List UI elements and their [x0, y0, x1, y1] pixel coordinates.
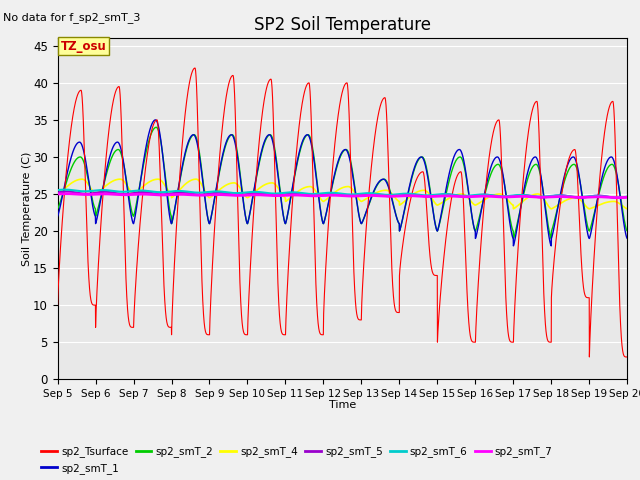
sp2_smT_5	[213, 190, 221, 195]
sp2_smT_7	[63, 191, 70, 196]
sp2_smT_1	[54, 213, 61, 219]
sp2_smT_6	[612, 195, 620, 201]
sp2_Tsurface	[54, 302, 61, 308]
sp2_Tsurface	[398, 246, 406, 252]
sp2_smT_7	[213, 192, 221, 197]
sp2_smT_5	[614, 195, 622, 201]
sp2_smT_6	[398, 191, 406, 197]
Text: No data for f_sp2_smT_3: No data for f_sp2_smT_3	[3, 12, 141, 23]
sp2_smT_5	[398, 192, 406, 198]
sp2_smT_1	[408, 172, 416, 178]
sp2_smT_1	[570, 154, 577, 160]
sp2_smT_4	[78, 176, 86, 182]
sp2_smT_6	[176, 188, 184, 194]
Line: sp2_smT_2: sp2_smT_2	[58, 127, 627, 239]
sp2_smT_4	[623, 206, 631, 212]
sp2_smT_4	[623, 206, 631, 212]
Line: sp2_smT_4: sp2_smT_4	[58, 179, 627, 209]
sp2_smT_2	[152, 124, 160, 130]
sp2_smT_2	[570, 162, 577, 168]
sp2_smT_6	[54, 187, 61, 193]
sp2_smT_1	[623, 236, 631, 241]
sp2_Tsurface	[623, 354, 631, 360]
sp2_Tsurface	[623, 354, 631, 360]
sp2_smT_5	[176, 190, 184, 195]
sp2_smT_2	[509, 236, 517, 241]
sp2_smT_4	[176, 187, 184, 192]
Y-axis label: Soil Temperature (C): Soil Temperature (C)	[22, 152, 31, 266]
sp2_smT_5	[54, 190, 61, 195]
sp2_smT_6	[408, 191, 416, 197]
sp2_smT_2	[623, 228, 631, 234]
sp2_smT_7	[623, 194, 631, 200]
sp2_smT_6	[61, 187, 68, 192]
sp2_smT_1	[213, 182, 221, 188]
sp2_smT_1	[623, 235, 631, 241]
sp2_Tsurface	[408, 190, 416, 196]
sp2_smT_2	[213, 184, 221, 190]
sp2_smT_2	[398, 218, 406, 224]
sp2_smT_2	[408, 174, 416, 180]
sp2_Tsurface	[570, 147, 577, 153]
sp2_smT_6	[623, 194, 631, 200]
sp2_smT_6	[623, 194, 631, 200]
sp2_smT_4	[398, 201, 406, 206]
sp2_smT_5	[623, 194, 631, 200]
sp2_smT_7	[623, 194, 631, 200]
sp2_smT_4	[408, 192, 416, 198]
sp2_smT_4	[570, 195, 577, 201]
sp2_smT_7	[176, 192, 184, 197]
sp2_smT_5	[408, 192, 416, 197]
sp2_smT_5	[570, 194, 577, 200]
sp2_smT_1	[509, 243, 517, 249]
sp2_smT_2	[176, 179, 184, 184]
Line: sp2_Tsurface: sp2_Tsurface	[58, 68, 627, 357]
sp2_Tsurface	[191, 65, 199, 71]
Line: sp2_smT_5: sp2_smT_5	[58, 192, 627, 198]
sp2_smT_1	[398, 218, 406, 224]
sp2_smT_5	[63, 189, 70, 194]
sp2_smT_1	[152, 117, 159, 123]
Line: sp2_smT_6: sp2_smT_6	[58, 190, 627, 198]
sp2_smT_7	[408, 193, 416, 199]
sp2_smT_1	[176, 177, 184, 182]
Text: TZ_osu: TZ_osu	[61, 39, 106, 52]
sp2_smT_5	[623, 194, 631, 200]
sp2_Tsurface	[176, 175, 184, 181]
Line: sp2_smT_1: sp2_smT_1	[58, 120, 627, 246]
sp2_Tsurface	[586, 354, 593, 360]
sp2_smT_2	[54, 206, 61, 212]
sp2_smT_6	[570, 194, 577, 200]
X-axis label: Time: Time	[329, 400, 356, 410]
sp2_smT_7	[570, 194, 577, 200]
sp2_smT_4	[213, 189, 221, 195]
sp2_smT_6	[213, 189, 221, 194]
sp2_smT_4	[509, 206, 517, 212]
sp2_Tsurface	[213, 191, 221, 196]
sp2_smT_2	[623, 228, 631, 234]
sp2_smT_7	[398, 193, 406, 199]
sp2_smT_7	[54, 191, 61, 197]
sp2_smT_4	[54, 191, 61, 197]
sp2_smT_7	[614, 195, 622, 201]
Title: SP2 Soil Temperature: SP2 Soil Temperature	[254, 16, 431, 34]
Legend: sp2_Tsurface, sp2_smT_1, sp2_smT_2, sp2_smT_4, sp2_smT_5, sp2_smT_6, sp2_smT_7: sp2_Tsurface, sp2_smT_1, sp2_smT_2, sp2_…	[37, 443, 557, 478]
Line: sp2_smT_7: sp2_smT_7	[58, 193, 627, 198]
